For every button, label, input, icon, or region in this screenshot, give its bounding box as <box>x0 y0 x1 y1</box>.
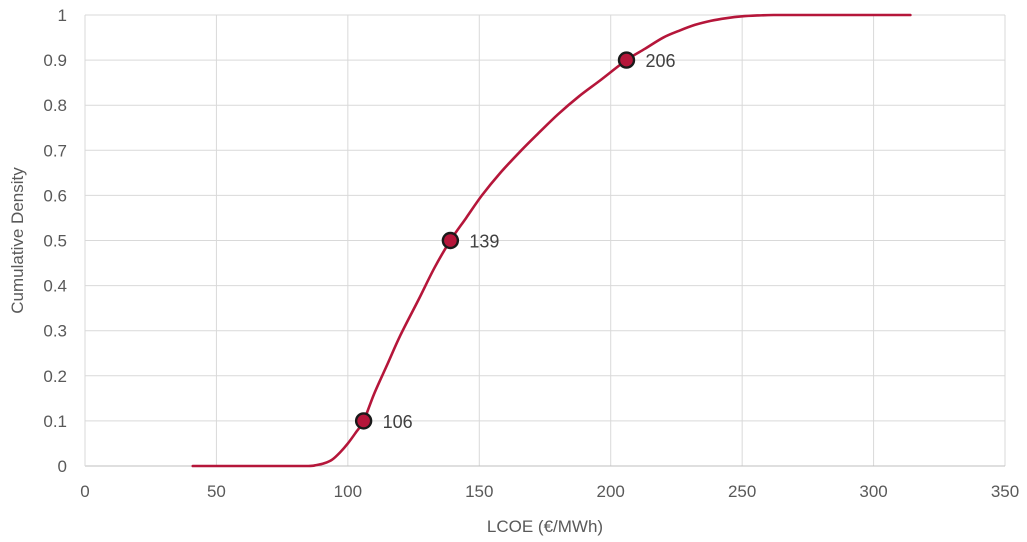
x-tick-label: 100 <box>334 482 362 501</box>
x-tick-label: 0 <box>80 482 89 501</box>
y-tick-label: 0.1 <box>43 412 67 431</box>
series-layer <box>191 13 912 468</box>
y-tick-label: 0.5 <box>43 232 67 251</box>
x-axis-title: LCOE (€/MWh) <box>487 517 603 536</box>
y-tick-label: 0.3 <box>43 322 67 341</box>
y-tick-label: 0.7 <box>43 141 67 160</box>
marker-label: 206 <box>645 51 675 71</box>
x-tick-label: 150 <box>465 482 493 501</box>
marker-point <box>441 231 460 250</box>
y-tick-label: 0.8 <box>43 96 67 115</box>
grid <box>85 14 1006 466</box>
cdf-line <box>191 13 912 468</box>
y-tick-label: 0.2 <box>43 367 67 386</box>
x-tick-label: 250 <box>728 482 756 501</box>
x-tick-label: 200 <box>597 482 625 501</box>
y-tick-label: 1 <box>58 6 67 25</box>
y-tick-label: 0 <box>58 457 67 476</box>
y-tick-label: 0.9 <box>43 51 67 70</box>
y-axis-title: Cumulative Density <box>8 167 27 314</box>
tick-labels: 0 50 100 150 200 250 300 350 0 0.1 0.2 0.3 0.4 0.5 0.6… <box>43 6 1019 501</box>
x-tick-label: 50 <box>207 482 226 501</box>
marker-point <box>617 51 636 69</box>
y-tick-label: 0.4 <box>43 277 67 296</box>
x-tick-label: 300 <box>859 482 887 501</box>
marker-layer: 106 139 206 <box>354 51 676 432</box>
y-tick-label: 0.6 <box>43 186 67 205</box>
marker-label: 106 <box>383 412 413 432</box>
marker-label: 139 <box>469 232 499 252</box>
marker-point <box>354 412 373 430</box>
x-tick-label: 350 <box>991 482 1019 501</box>
